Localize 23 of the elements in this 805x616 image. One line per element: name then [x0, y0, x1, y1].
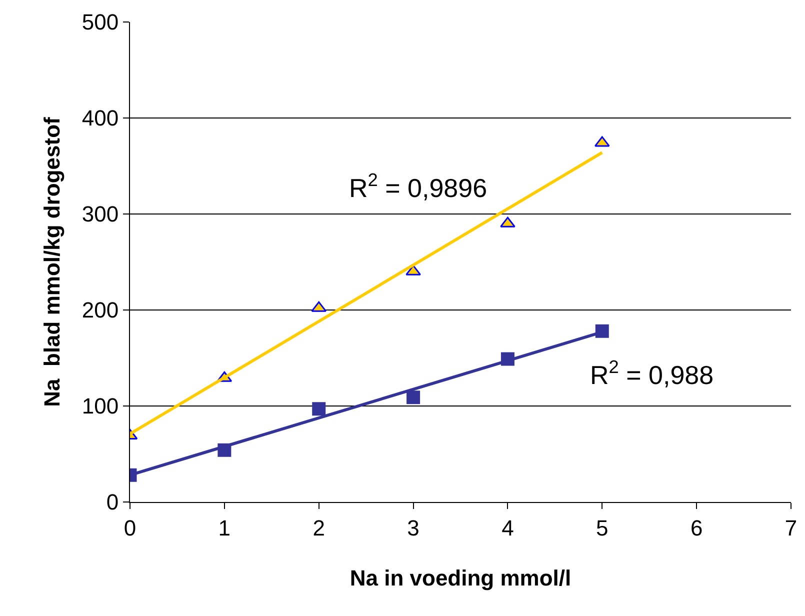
x-tick-label: 4: [502, 515, 514, 540]
point: [500, 216, 516, 228]
point: [406, 390, 420, 404]
y-axis-title: Na blad mmol/kg drogestof: [40, 116, 65, 407]
x-axis-title: Na in voeding mmol/l: [350, 565, 572, 590]
x-tick-label: 6: [690, 515, 703, 540]
x-tick-label: 7: [784, 515, 798, 540]
x-tick-label: 2: [312, 515, 325, 540]
x-tick-label: 0: [124, 515, 136, 540]
y-tick-label: 0: [106, 490, 119, 515]
x-tick-label: 5: [596, 515, 608, 540]
annotation: R$^{2}$ = 0,9896: [349, 170, 488, 203]
y-tick-label: 400: [82, 106, 119, 131]
point: [406, 264, 421, 276]
x-tick-label: 3: [407, 515, 420, 540]
y-tick-label: 500: [82, 10, 119, 35]
y-tick-label: 200: [82, 298, 119, 323]
y-tick-label: 300: [82, 202, 119, 227]
y-tick-label: 100: [82, 394, 119, 419]
point: [312, 402, 326, 416]
point: [595, 324, 609, 338]
x-tick-label: 1: [218, 515, 231, 540]
annotation: R$^{2}$ = 0,988: [590, 357, 714, 390]
